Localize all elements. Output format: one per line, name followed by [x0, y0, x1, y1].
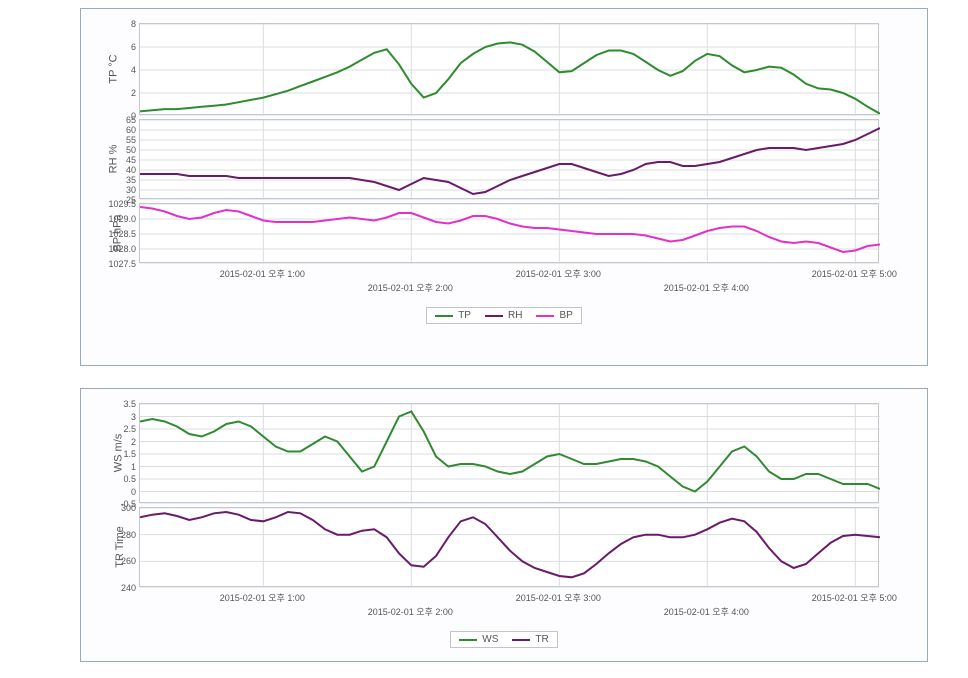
- panel-a: TP °C02468RH %253035404550556065BP hPa10…: [80, 8, 928, 366]
- subchart-tp: TP °C02468: [139, 23, 913, 115]
- panel-b-xaxis: 2015-02-01 오후 1:00 2015-02-01 오후 3:00 2015…: [139, 591, 879, 629]
- ytick: 8: [131, 19, 136, 29]
- subchart-ws: WS m/s-0.500.511.522.533.5: [139, 403, 913, 503]
- ytick: 3.5: [123, 399, 136, 409]
- legend-swatch: [536, 315, 554, 317]
- ytick: 0: [131, 487, 136, 497]
- panel-a-legend: TP RH BP: [426, 307, 582, 324]
- ytick: 1029.5: [108, 199, 136, 209]
- xtick: 2015-02-01 오후 5:00: [812, 591, 897, 604]
- legend-label: TR: [535, 634, 548, 645]
- ytick: 1027.5: [108, 259, 136, 269]
- ytick: 50: [126, 145, 136, 155]
- legend-swatch: [512, 639, 530, 641]
- ytick: 60: [126, 125, 136, 135]
- ytick: 65: [126, 115, 136, 125]
- panel-b-legend: WS TR: [450, 631, 557, 648]
- ytick: 1029.0: [108, 214, 136, 224]
- xtick: 2015-02-01 오후 4:00: [664, 281, 749, 294]
- legend-item-rh: RH: [485, 310, 522, 321]
- ytick: 6: [131, 42, 136, 52]
- xtick: 2015-02-01 오후 1:00: [220, 267, 305, 280]
- ytick: 2: [131, 437, 136, 447]
- legend-item-ws: WS: [459, 634, 498, 645]
- legend-label: RH: [508, 310, 522, 321]
- ytick: 280: [121, 530, 136, 540]
- legend-swatch: [435, 315, 453, 317]
- ytick: 30: [126, 185, 136, 195]
- ylabel-ws: WS m/s: [112, 434, 124, 473]
- ytick: 4: [131, 65, 136, 75]
- series-tr-0: [140, 512, 880, 577]
- page-root: TP °C02468RH %253035404550556065BP hPa10…: [0, 0, 968, 678]
- ytick: 55: [126, 135, 136, 145]
- xtick: 2015-02-01 오후 2:00: [368, 281, 453, 294]
- ytick: 240: [121, 583, 136, 593]
- ytick: 3: [131, 412, 136, 422]
- legend-swatch: [459, 639, 477, 641]
- series-tp-0: [140, 42, 880, 113]
- ytick: 2.5: [123, 424, 136, 434]
- ytick: 45: [126, 155, 136, 165]
- plot-tp: 02468: [139, 23, 879, 115]
- plot-bp: 1027.51028.01028.51029.01029.5: [139, 203, 879, 263]
- legend-label: TP: [458, 310, 471, 321]
- xtick: 2015-02-01 오후 3:00: [516, 591, 601, 604]
- ytick: 1: [131, 462, 136, 472]
- legend-swatch: [485, 315, 503, 317]
- ytick: 1.5: [123, 449, 136, 459]
- legend-item-bp: BP: [536, 310, 572, 321]
- plot-tr: 240260280300: [139, 507, 879, 587]
- ytick: 35: [126, 175, 136, 185]
- series-bp-0: [140, 207, 880, 252]
- series-rh-0: [140, 128, 880, 194]
- panel-b-subplots: WS m/s-0.500.511.522.533.5TR Time2402602…: [95, 403, 913, 587]
- ytick: 300: [121, 503, 136, 513]
- ylabel-tp: TP °C: [108, 54, 120, 83]
- subchart-tr: TR Time240260280300: [139, 507, 913, 587]
- legend-label: BP: [559, 310, 572, 321]
- panel-a-subplots: TP °C02468RH %253035404550556065BP hPa10…: [95, 23, 913, 263]
- xtick: 2015-02-01 오후 1:00: [220, 591, 305, 604]
- legend-item-tr: TR: [512, 634, 548, 645]
- panel-a-xaxis: 2015-02-01 오후 1:00 2015-02-01 오후 3:00 2015…: [139, 267, 879, 305]
- ytick: 1028.0: [108, 244, 136, 254]
- plot-rh: 253035404550556065: [139, 119, 879, 199]
- ytick: 260: [121, 556, 136, 566]
- ytick: 40: [126, 165, 136, 175]
- ytick: 1028.5: [108, 229, 136, 239]
- legend-label: WS: [482, 634, 498, 645]
- plot-ws: -0.500.511.522.533.5: [139, 403, 879, 503]
- ytick: 0.5: [123, 474, 136, 484]
- xtick: 2015-02-01 오후 3:00: [516, 267, 601, 280]
- xtick: 2015-02-01 오후 2:00: [368, 605, 453, 618]
- xtick: 2015-02-01 오후 4:00: [664, 605, 749, 618]
- xtick: 2015-02-01 오후 5:00: [812, 267, 897, 280]
- ytick: 2: [131, 88, 136, 98]
- legend-item-tp: TP: [435, 310, 471, 321]
- subchart-bp: BP hPa1027.51028.01028.51029.01029.5: [139, 203, 913, 263]
- subchart-rh: RH %253035404550556065: [139, 119, 913, 199]
- panel-b: WS m/s-0.500.511.522.533.5TR Time2402602…: [80, 388, 928, 662]
- ylabel-rh: RH %: [107, 145, 119, 174]
